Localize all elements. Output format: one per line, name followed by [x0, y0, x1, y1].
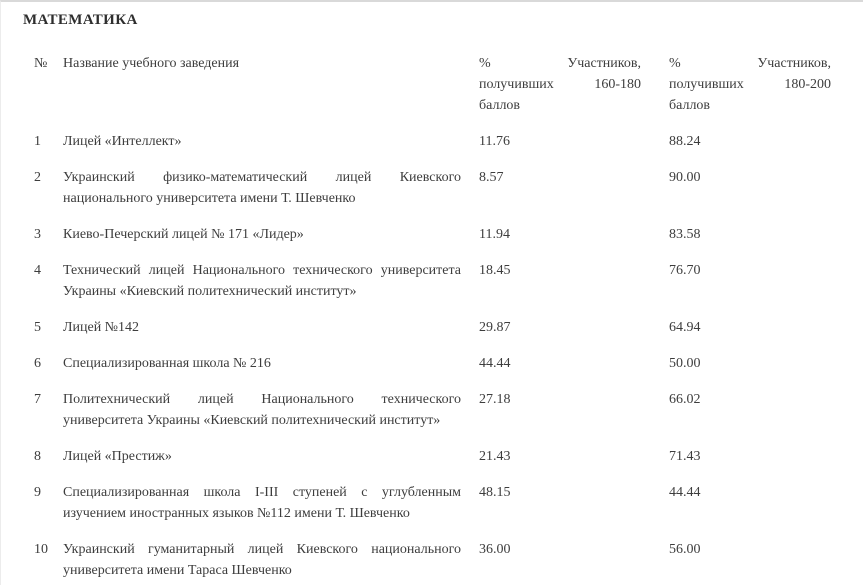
table-row: 3 Киево-Печерский лицей № 171 «Лидер» 11…	[34, 224, 831, 245]
row-number: 1	[34, 134, 41, 149]
percent-sign: %	[669, 56, 681, 71]
school-name: Украинский физико-математический лицей К…	[63, 170, 461, 206]
row-number: 2	[34, 170, 41, 185]
pct-160-180-value: 21.43	[479, 449, 511, 464]
header-pct-180-200: % Участников, получивших 180-200 баллов	[641, 53, 831, 116]
school-name: Лицей «Интеллект»	[63, 134, 182, 149]
points-label: баллов	[479, 98, 521, 113]
pct-180-200-value: 66.02	[669, 392, 701, 407]
header-school-name: Название учебного заведения	[63, 56, 240, 71]
page-title: МАТЕМАТИКА	[23, 12, 138, 28]
header-number: №	[34, 56, 48, 71]
pct-180-200-value: 83.58	[669, 227, 701, 242]
row-number: 8	[34, 449, 41, 464]
participants-label: Участников,	[567, 56, 641, 71]
table-body: 1 Лицей «Интеллект» 11.76 88.24 2 Украин…	[34, 131, 831, 581]
table-row: 7 Политехнический лицей Национального те…	[34, 389, 831, 431]
participants-label: Участников,	[757, 56, 831, 71]
header-line: % Участников,	[479, 53, 641, 74]
pct-180-200-value: 50.00	[669, 356, 701, 371]
pct-160-180-value: 36.00	[479, 542, 511, 557]
row-number: 7	[34, 392, 41, 407]
row-number: 9	[34, 485, 41, 500]
school-name: Киево-Печерский лицей № 171 «Лидер»	[63, 227, 304, 242]
school-name: Украинский гуманитарный лицей Киевского …	[63, 542, 461, 578]
score-range: 160-180	[594, 77, 641, 92]
pct-160-180-value: 11.94	[479, 227, 510, 242]
pct-180-200-value: 90.00	[669, 170, 701, 185]
points-label: баллов	[669, 98, 711, 113]
table-row: 9 Специализированная школа I-III ступене…	[34, 482, 831, 524]
row-number: 10	[34, 542, 48, 557]
table-row: 8 Лицей «Престиж» 21.43 71.43	[34, 446, 831, 467]
pct-160-180-value: 29.87	[479, 320, 511, 335]
received-label: получивших	[669, 77, 744, 92]
table-row: 5 Лицей №142 29.87 64.94	[34, 317, 831, 338]
school-name: Технический лицей Национального техничес…	[63, 263, 461, 299]
percent-sign: %	[479, 56, 491, 71]
table-header-row: № Название учебного заведения % Участник…	[34, 53, 831, 116]
pct-180-200-value: 76.70	[669, 263, 701, 278]
school-name: Специализированная школа № 216	[63, 356, 271, 371]
school-name: Лицей №142	[63, 320, 140, 335]
header-line: получивших 160-180	[479, 74, 641, 95]
table-row: 2 Украинский физико-математический лицей…	[34, 167, 831, 209]
row-number: 3	[34, 227, 41, 242]
header-line: получивших 180-200	[669, 74, 831, 95]
table-row: 4 Технический лицей Национального технич…	[34, 260, 831, 302]
results-table: № Название учебного заведения % Участник…	[34, 53, 831, 581]
pct-160-180-value: 18.45	[479, 263, 511, 278]
received-label: получивших	[479, 77, 554, 92]
header-line: % Участников,	[669, 53, 831, 74]
pct-160-180-value: 8.57	[479, 170, 504, 185]
table-row: 6 Специализированная школа № 216 44.44 5…	[34, 353, 831, 374]
table-row: 1 Лицей «Интеллект» 11.76 88.24	[34, 131, 831, 152]
school-name: Специализированная школа I-III ступеней …	[63, 485, 461, 521]
table-row: 10 Украинский гуманитарный лицей Киевско…	[34, 539, 831, 581]
row-number: 5	[34, 320, 41, 335]
school-name: Лицей «Престиж»	[63, 449, 172, 464]
score-range: 180-200	[784, 77, 831, 92]
pct-180-200-value: 71.43	[669, 449, 701, 464]
pct-160-180-value: 27.18	[479, 392, 511, 407]
pct-160-180-value: 44.44	[479, 356, 511, 371]
pct-160-180-value: 11.76	[479, 134, 510, 149]
pct-180-200-value: 44.44	[669, 485, 701, 500]
pct-180-200-value: 88.24	[669, 134, 701, 149]
pct-160-180-value: 48.15	[479, 485, 511, 500]
header-pct-160-180: % Участников, получивших 160-180 баллов	[461, 53, 641, 116]
row-number: 6	[34, 356, 41, 371]
pct-180-200-value: 56.00	[669, 542, 701, 557]
school-name: Политехнический лицей Национального техн…	[63, 392, 461, 428]
row-number: 4	[34, 263, 41, 278]
pct-180-200-value: 64.94	[669, 320, 701, 335]
